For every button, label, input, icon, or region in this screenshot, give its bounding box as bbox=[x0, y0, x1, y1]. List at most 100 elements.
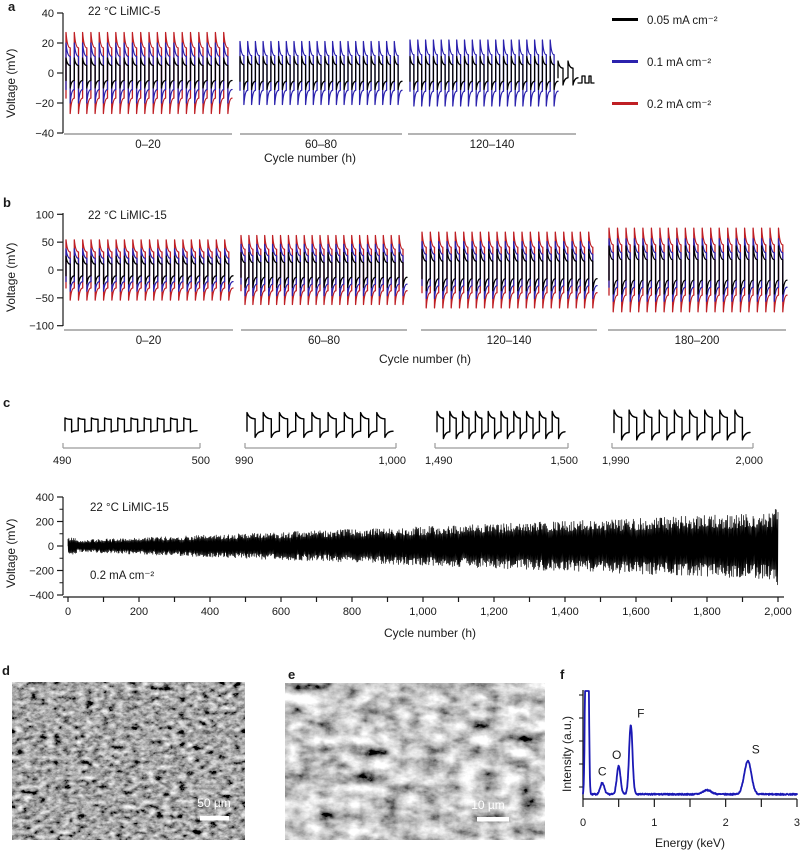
y-tick-label-b: 100 bbox=[36, 209, 54, 221]
x-axis-label-c: Cycle number (h) bbox=[383, 626, 477, 640]
waveform-blue-b bbox=[240, 243, 408, 297]
peak-label-F: F bbox=[637, 706, 644, 720]
inset-waveform-2 bbox=[436, 410, 566, 440]
panel-letter-b: b bbox=[3, 195, 11, 210]
waveform-blue-b bbox=[65, 248, 234, 292]
plot-title-b: 22 °C LiMIC-15 bbox=[88, 210, 167, 222]
x-tick-label-c: 1,800 bbox=[693, 606, 721, 618]
inset-end-label-3: 2,000 bbox=[735, 455, 763, 467]
segment-label-a: 60–80 bbox=[305, 139, 337, 151]
waveform-red-b bbox=[240, 234, 408, 306]
scale-label-d: 50 µm bbox=[197, 796, 231, 810]
x-axis-label-f: Energy (keV) bbox=[654, 836, 726, 850]
x-tick-label-c: 200 bbox=[130, 606, 148, 618]
legend-item-label: 0.2 mA cm⁻² bbox=[647, 98, 712, 111]
y-axis-label-c: Voltage (mV) bbox=[4, 518, 18, 588]
inset-end-label-1: 1,000 bbox=[378, 455, 406, 467]
legend-item-0: 0.05 mA cm⁻² bbox=[612, 12, 718, 27]
x-tick-label-f: 0 bbox=[580, 817, 586, 829]
inset-start-label-1: 990 bbox=[235, 455, 253, 467]
scale-label-e: 10 µm bbox=[471, 798, 505, 812]
y-axis-label-a: Voltage (mV) bbox=[4, 48, 18, 118]
y-tick-label-b: 50 bbox=[42, 237, 54, 249]
scale-bar-d bbox=[200, 816, 229, 821]
plot-title-a: 22 °C LiMIC-5 bbox=[88, 6, 161, 18]
x-tick-label-c: 1,000 bbox=[409, 606, 437, 618]
waveform-black-b bbox=[421, 248, 598, 292]
panel-letter-a: a bbox=[8, 0, 16, 14]
inset-waveform-3 bbox=[613, 409, 751, 441]
segment-label-b: 60–80 bbox=[308, 335, 340, 347]
x-tick-label-f: 1 bbox=[651, 817, 657, 829]
x-tick-label-c: 2,000 bbox=[764, 606, 792, 618]
segment-label-a: 0–20 bbox=[135, 139, 161, 151]
plot-title-c: 22 °C LiMIC-15 bbox=[90, 502, 169, 514]
waveform-black-a bbox=[239, 55, 403, 91]
inset-waveform-1 bbox=[246, 411, 394, 439]
peak-label-S: S bbox=[752, 743, 760, 757]
y-tick-label-c: −400 bbox=[29, 590, 54, 602]
x-tick-label-c: 1,200 bbox=[480, 606, 508, 618]
panel-letter-c: c bbox=[3, 395, 11, 410]
inset-start-label-3: 1,990 bbox=[602, 455, 630, 467]
legend-swatch-line bbox=[612, 18, 638, 21]
inset-end-label-0: 500 bbox=[192, 455, 210, 467]
x-tick-label-c: 600 bbox=[272, 606, 290, 618]
y-tick-label-b: −50 bbox=[35, 293, 54, 305]
waveform-red-b bbox=[608, 227, 788, 313]
y-axis-label-b: Voltage (mV) bbox=[4, 242, 18, 312]
waveform-tail-claw-a bbox=[557, 60, 579, 86]
waveform-black-a bbox=[409, 55, 559, 91]
panel-letter-d: d bbox=[2, 663, 10, 678]
envelope-waveform-c bbox=[67, 509, 779, 586]
waveform-red-b bbox=[65, 239, 234, 301]
y-tick-label-a: 20 bbox=[42, 38, 54, 50]
waveform-blue-a bbox=[65, 42, 233, 104]
y-tick-label-a: 0 bbox=[48, 68, 54, 80]
current-annotation-c: 0.2 mA cm⁻² bbox=[90, 570, 155, 582]
y-tick-label-a: 40 bbox=[42, 8, 54, 20]
sem-d-texture bbox=[12, 682, 245, 840]
x-tick-label-c: 1,400 bbox=[551, 606, 579, 618]
legend-swatch-line bbox=[612, 60, 638, 63]
sem-image-d bbox=[12, 682, 245, 840]
x-tick-label-c: 1,600 bbox=[622, 606, 650, 618]
waveform-tail-square-a bbox=[577, 75, 595, 84]
sem-e-texture bbox=[285, 683, 545, 840]
segment-label-a: 120–140 bbox=[470, 139, 515, 151]
legend-item-2: 0.2 mA cm⁻² bbox=[612, 96, 718, 111]
inset-start-label-2: 1,490 bbox=[425, 455, 453, 467]
waveform-black-a bbox=[65, 57, 233, 89]
waveform-black-b bbox=[240, 252, 408, 288]
y-tick-label-a: −40 bbox=[35, 128, 54, 140]
y-tick-label-c: 0 bbox=[48, 541, 54, 553]
waveform-red-a bbox=[65, 31, 233, 115]
x-tick-label-f: 3 bbox=[794, 817, 800, 829]
peak-label-O: O bbox=[612, 748, 621, 762]
waveform-blue-a bbox=[239, 40, 403, 106]
waveform-black-b bbox=[608, 245, 788, 295]
scale-bar-e bbox=[477, 817, 509, 822]
x-tick-label-c: 800 bbox=[343, 606, 361, 618]
segment-label-b: 0–20 bbox=[136, 335, 162, 347]
panel-letter-f: f bbox=[560, 667, 565, 682]
x-tick-label-c: 0 bbox=[65, 606, 71, 618]
legend-item-label: 0.05 mA cm⁻² bbox=[647, 14, 718, 27]
waveform-red-b bbox=[421, 231, 598, 309]
sem-image-e bbox=[285, 683, 545, 840]
legend-item-1: 0.1 mA cm⁻² bbox=[612, 54, 718, 69]
segment-label-b: 120–140 bbox=[487, 335, 532, 347]
eds-spectrum-line bbox=[582, 690, 798, 796]
y-tick-label-c: 200 bbox=[36, 517, 54, 529]
y-tick-label-c: 400 bbox=[36, 492, 54, 504]
waveform-blue-b bbox=[421, 240, 598, 300]
legend-swatch-line bbox=[612, 102, 638, 105]
x-axis-label-a: Cycle number (h) bbox=[263, 151, 357, 165]
y-axis-label-f: Intensity (a.u.) bbox=[560, 715, 574, 792]
y-tick-label-c: −200 bbox=[29, 566, 54, 578]
y-tick-label-b: 0 bbox=[48, 265, 54, 277]
x-tick-label-f: 2 bbox=[723, 817, 729, 829]
y-tick-label-a: −20 bbox=[35, 98, 54, 110]
